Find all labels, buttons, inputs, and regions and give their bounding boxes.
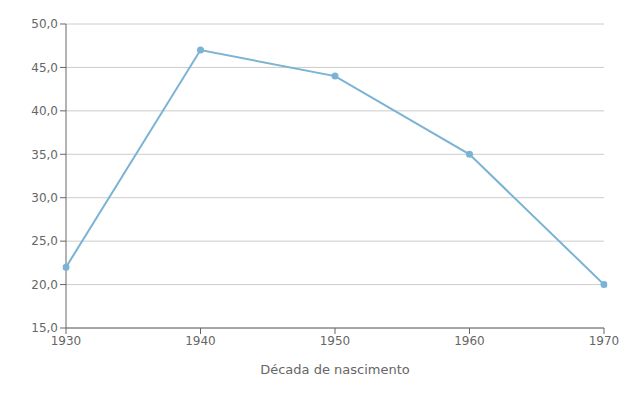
svg-text:1950: 1950 bbox=[320, 334, 351, 348]
svg-text:50,0: 50,0 bbox=[31, 17, 58, 31]
svg-text:45,0: 45,0 bbox=[31, 61, 58, 75]
svg-text:35,0: 35,0 bbox=[31, 148, 58, 162]
svg-text:30,0: 30,0 bbox=[31, 191, 58, 205]
svg-text:1930: 1930 bbox=[51, 334, 82, 348]
svg-text:1970: 1970 bbox=[589, 334, 620, 348]
svg-text:15,0: 15,0 bbox=[31, 321, 58, 335]
svg-text:20,0: 20,0 bbox=[31, 278, 58, 292]
svg-text:25,0: 25,0 bbox=[31, 234, 58, 248]
svg-text:40,0: 40,0 bbox=[31, 104, 58, 118]
svg-text:1940: 1940 bbox=[185, 334, 216, 348]
svg-text:1960: 1960 bbox=[454, 334, 485, 348]
svg-text:Década de nascimento: Década de nascimento bbox=[260, 362, 410, 377]
